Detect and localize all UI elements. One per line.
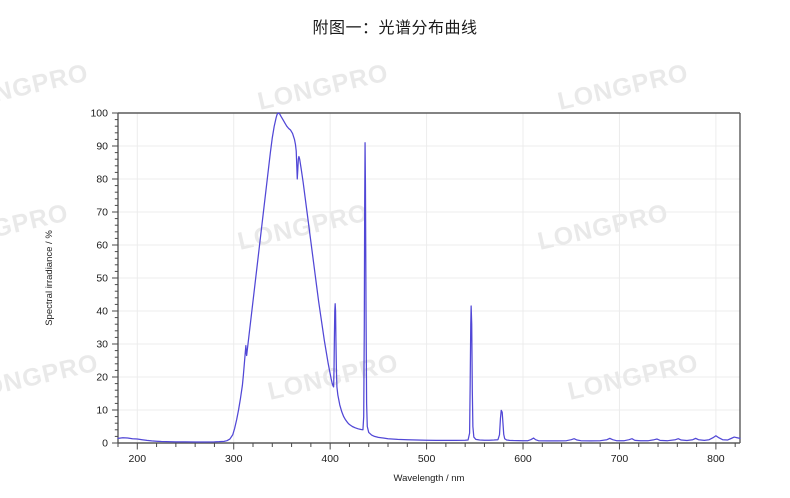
spectral-curve <box>117 112 741 443</box>
y-axis-tick-label: 10 <box>96 405 108 417</box>
x-axis-tick-label: 600 <box>514 453 532 465</box>
y-axis-tick-label: 20 <box>96 372 108 384</box>
x-axis-tick-label: 700 <box>611 453 629 465</box>
y-axis-tick-label: 40 <box>96 306 108 318</box>
page-title: 附图一：光谱分布曲线 <box>312 18 478 37</box>
x-axis-tick-label: 500 <box>418 453 436 465</box>
y-axis-tick-label: 60 <box>96 240 108 252</box>
watermark-label: LONGPRO <box>0 59 91 116</box>
x-axis-tick-label: 400 <box>321 453 339 465</box>
chart-series-layer <box>117 112 741 443</box>
chart-frame <box>117 112 741 444</box>
x-axis-tick-label: 200 <box>129 453 147 465</box>
watermark-label: LONGPRO <box>555 59 691 116</box>
watermark-label: LONGPRO <box>0 199 71 256</box>
watermark-label: LONGPRO <box>235 199 371 256</box>
x-axis-tick-label: 300 <box>225 453 243 465</box>
x-axis-title: Wavelength / nm <box>394 473 465 484</box>
chart-axis-ticks <box>112 112 736 450</box>
chart-tick-labels: 0 10 20 30 40 50 60 70 80 90 100 200 300 400 500 600 700… <box>90 108 724 465</box>
chart-gridlines <box>118 113 740 443</box>
y-axis-tick-label: 70 <box>96 207 108 219</box>
y-axis-tick-label: 50 <box>96 273 108 285</box>
y-axis-title: Spectral irradiance / % <box>44 230 55 326</box>
y-axis-tick-label: 80 <box>96 174 108 186</box>
x-axis-tick-label: 800 <box>707 453 725 465</box>
y-axis-tick-label: 90 <box>96 141 108 153</box>
watermark-label: LONGPRO <box>0 349 101 406</box>
y-axis-tick-label: 100 <box>90 108 108 120</box>
watermark-label: LONGPRO <box>255 59 391 116</box>
y-axis-tick-label: 30 <box>96 339 108 351</box>
y-axis-tick-label: 0 <box>102 438 108 450</box>
watermark-label: LONGPRO <box>535 199 671 256</box>
